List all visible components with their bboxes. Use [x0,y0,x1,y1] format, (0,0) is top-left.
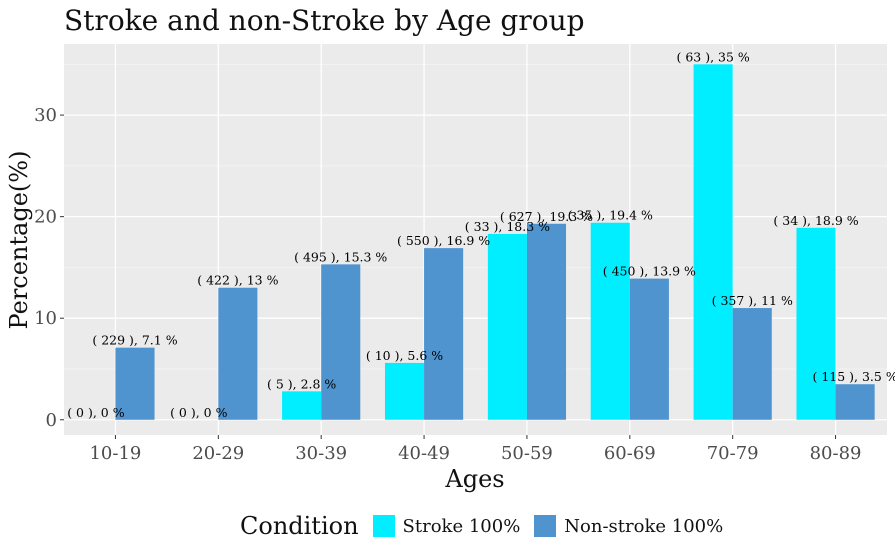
legend-label-non-stroke: Non-stroke 100% [564,515,724,537]
chart-title: Stroke and non-Stroke by Age group [64,4,585,37]
data-label: ( 422 ), 13 % [197,273,278,288]
bar [526,223,567,420]
bar [282,391,322,420]
data-label: ( 229 ), 7.1 % [92,333,177,348]
data-labels: ( 0 ), 0 % ( 0 ), 0 % ( 5 ), 2.8 % ( 10 ), … [67,49,895,419]
y-axis-title: Percentage(%) [5,151,33,330]
data-label: ( 0 ), 0 % [170,405,228,420]
legend-item-stroke: Stroke 100% [372,515,521,537]
bar [732,308,772,420]
axes: 0 10 20 30 10-19 20-29 30-39 40-49 50-59 60-69 70-… [34,105,861,464]
x-tick-label: 10-19 [89,443,141,464]
data-label: ( 10 ), 5.6 % [366,348,443,363]
x-tick-label: 50-59 [501,443,553,464]
legend: Condition Stroke 100% Non-stroke 100% [240,510,737,542]
data-label: ( 550 ), 16.9 % [397,233,490,248]
x-tick-label: 80-89 [810,443,862,464]
data-label: ( 35 ), 19.4 % [568,208,653,223]
data-label: ( 627 ), 19.3 % [500,209,593,224]
bar [218,287,258,420]
legend-swatch-stroke [372,515,395,537]
bars [115,64,875,420]
bar [796,227,836,420]
data-label: ( 0 ), 0 % [67,405,125,420]
bar [321,264,361,420]
legend-title: Condition [240,512,359,540]
x-tick-label: 30-39 [295,443,347,464]
bar [590,222,630,420]
x-tick-label: 40-49 [398,443,450,464]
x-tick-label: 60-69 [604,443,656,464]
y-tick-label: 0 [46,410,57,431]
bar [115,347,155,420]
y-tick-label: 30 [34,105,57,126]
legend-swatch-non-stroke [534,515,557,537]
y-tick-label: 10 [34,308,57,329]
data-label: ( 33 ), 18.3 % [465,219,550,234]
data-label: ( 495 ), 15.3 % [294,249,387,264]
x-tick-label: 70-79 [707,443,759,464]
x-tick-label: 20-29 [192,443,244,464]
y-tick-label: 20 [34,207,57,228]
bar [693,64,733,420]
data-label: ( 5 ), 2.8 % [267,376,336,391]
legend-item-non-stroke: Non-stroke 100% [534,515,723,537]
x-axis-title: Ages [444,465,504,493]
data-label: ( 115 ), 3.5 % [812,369,895,384]
bar [487,233,527,420]
data-label: ( 34 ), 18.9 % [773,213,858,228]
data-label: ( 63 ), 35 % [676,49,749,64]
bar [629,278,669,420]
bar [835,384,875,420]
bar [424,248,464,420]
bar [384,362,425,420]
data-label: ( 450 ), 13.9 % [603,264,696,279]
data-label: ( 357 ), 11 % [712,293,793,308]
legend-label-stroke: Stroke 100% [402,515,521,537]
